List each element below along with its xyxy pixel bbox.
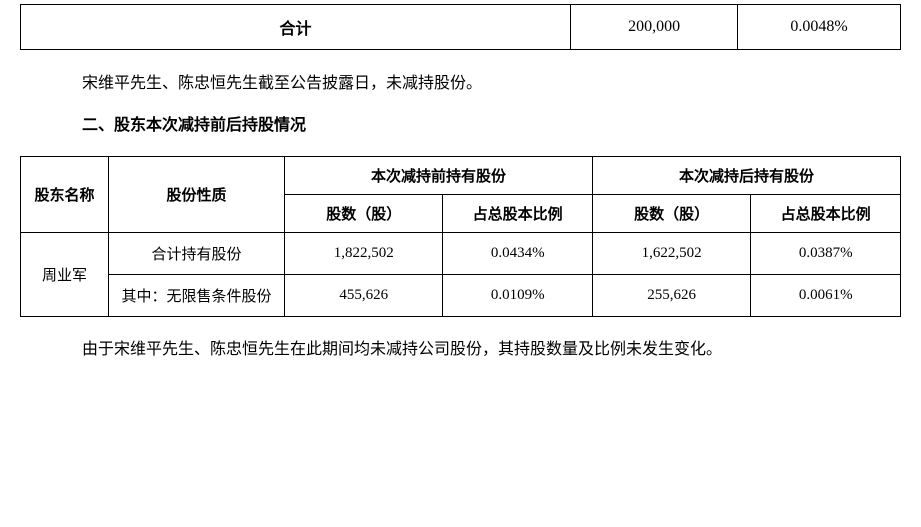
holdings-data-row: 周业军 合计持有股份 1,822,502 0.0434% 1,622,502 0… xyxy=(21,233,901,275)
disclosure-paragraph-1: 宋维平先生、陈忠恒先生截至公告披露日，未减持股份。 xyxy=(20,68,901,100)
th-before-ratio: 占总股本比例 xyxy=(443,195,593,233)
disclosure-paragraph-2: 由于宋维平先生、陈忠恒先生在此期间均未减持公司股份，其持股数量及比例未发生变化。 xyxy=(20,333,901,367)
nature-cell: 合计持有股份 xyxy=(109,233,285,275)
after-shares-cell: 1,622,502 xyxy=(592,233,750,275)
summary-value-2: 0.0048% xyxy=(738,5,901,50)
before-ratio-cell: 0.0109% xyxy=(443,275,593,317)
th-before-shares: 股数（股） xyxy=(285,195,443,233)
holdings-data-row: 其中：无限售条件股份 455,626 0.0109% 255,626 0.006… xyxy=(21,275,901,317)
before-shares-cell: 1,822,502 xyxy=(285,233,443,275)
th-nature: 股份性质 xyxy=(109,157,285,233)
summary-table: 合计 200,000 0.0048% xyxy=(20,4,901,50)
before-ratio-cell: 0.0434% xyxy=(443,233,593,275)
summary-row: 合计 200,000 0.0048% xyxy=(21,5,901,50)
th-after-group: 本次减持后持有股份 xyxy=(592,157,900,195)
nature-cell: 其中：无限售条件股份 xyxy=(109,275,285,317)
holdings-table: 股东名称 股份性质 本次减持前持有股份 本次减持后持有股份 股数（股） 占总股本… xyxy=(20,156,901,317)
after-ratio-cell: 0.0061% xyxy=(751,275,901,317)
shareholder-name-cell: 周业军 xyxy=(21,233,109,317)
summary-value-1: 200,000 xyxy=(571,5,738,50)
before-shares-cell: 455,626 xyxy=(285,275,443,317)
after-ratio-cell: 0.0387% xyxy=(751,233,901,275)
th-after-shares: 股数（股） xyxy=(592,195,750,233)
after-shares-cell: 255,626 xyxy=(592,275,750,317)
summary-label: 合计 xyxy=(21,5,571,50)
th-shareholder: 股东名称 xyxy=(21,157,109,233)
th-after-ratio: 占总股本比例 xyxy=(751,195,901,233)
holdings-header-row-1: 股东名称 股份性质 本次减持前持有股份 本次减持后持有股份 xyxy=(21,157,901,195)
th-before-group: 本次减持前持有股份 xyxy=(285,157,593,195)
section-heading: 二、股东本次减持前后持股情况 xyxy=(20,110,901,142)
